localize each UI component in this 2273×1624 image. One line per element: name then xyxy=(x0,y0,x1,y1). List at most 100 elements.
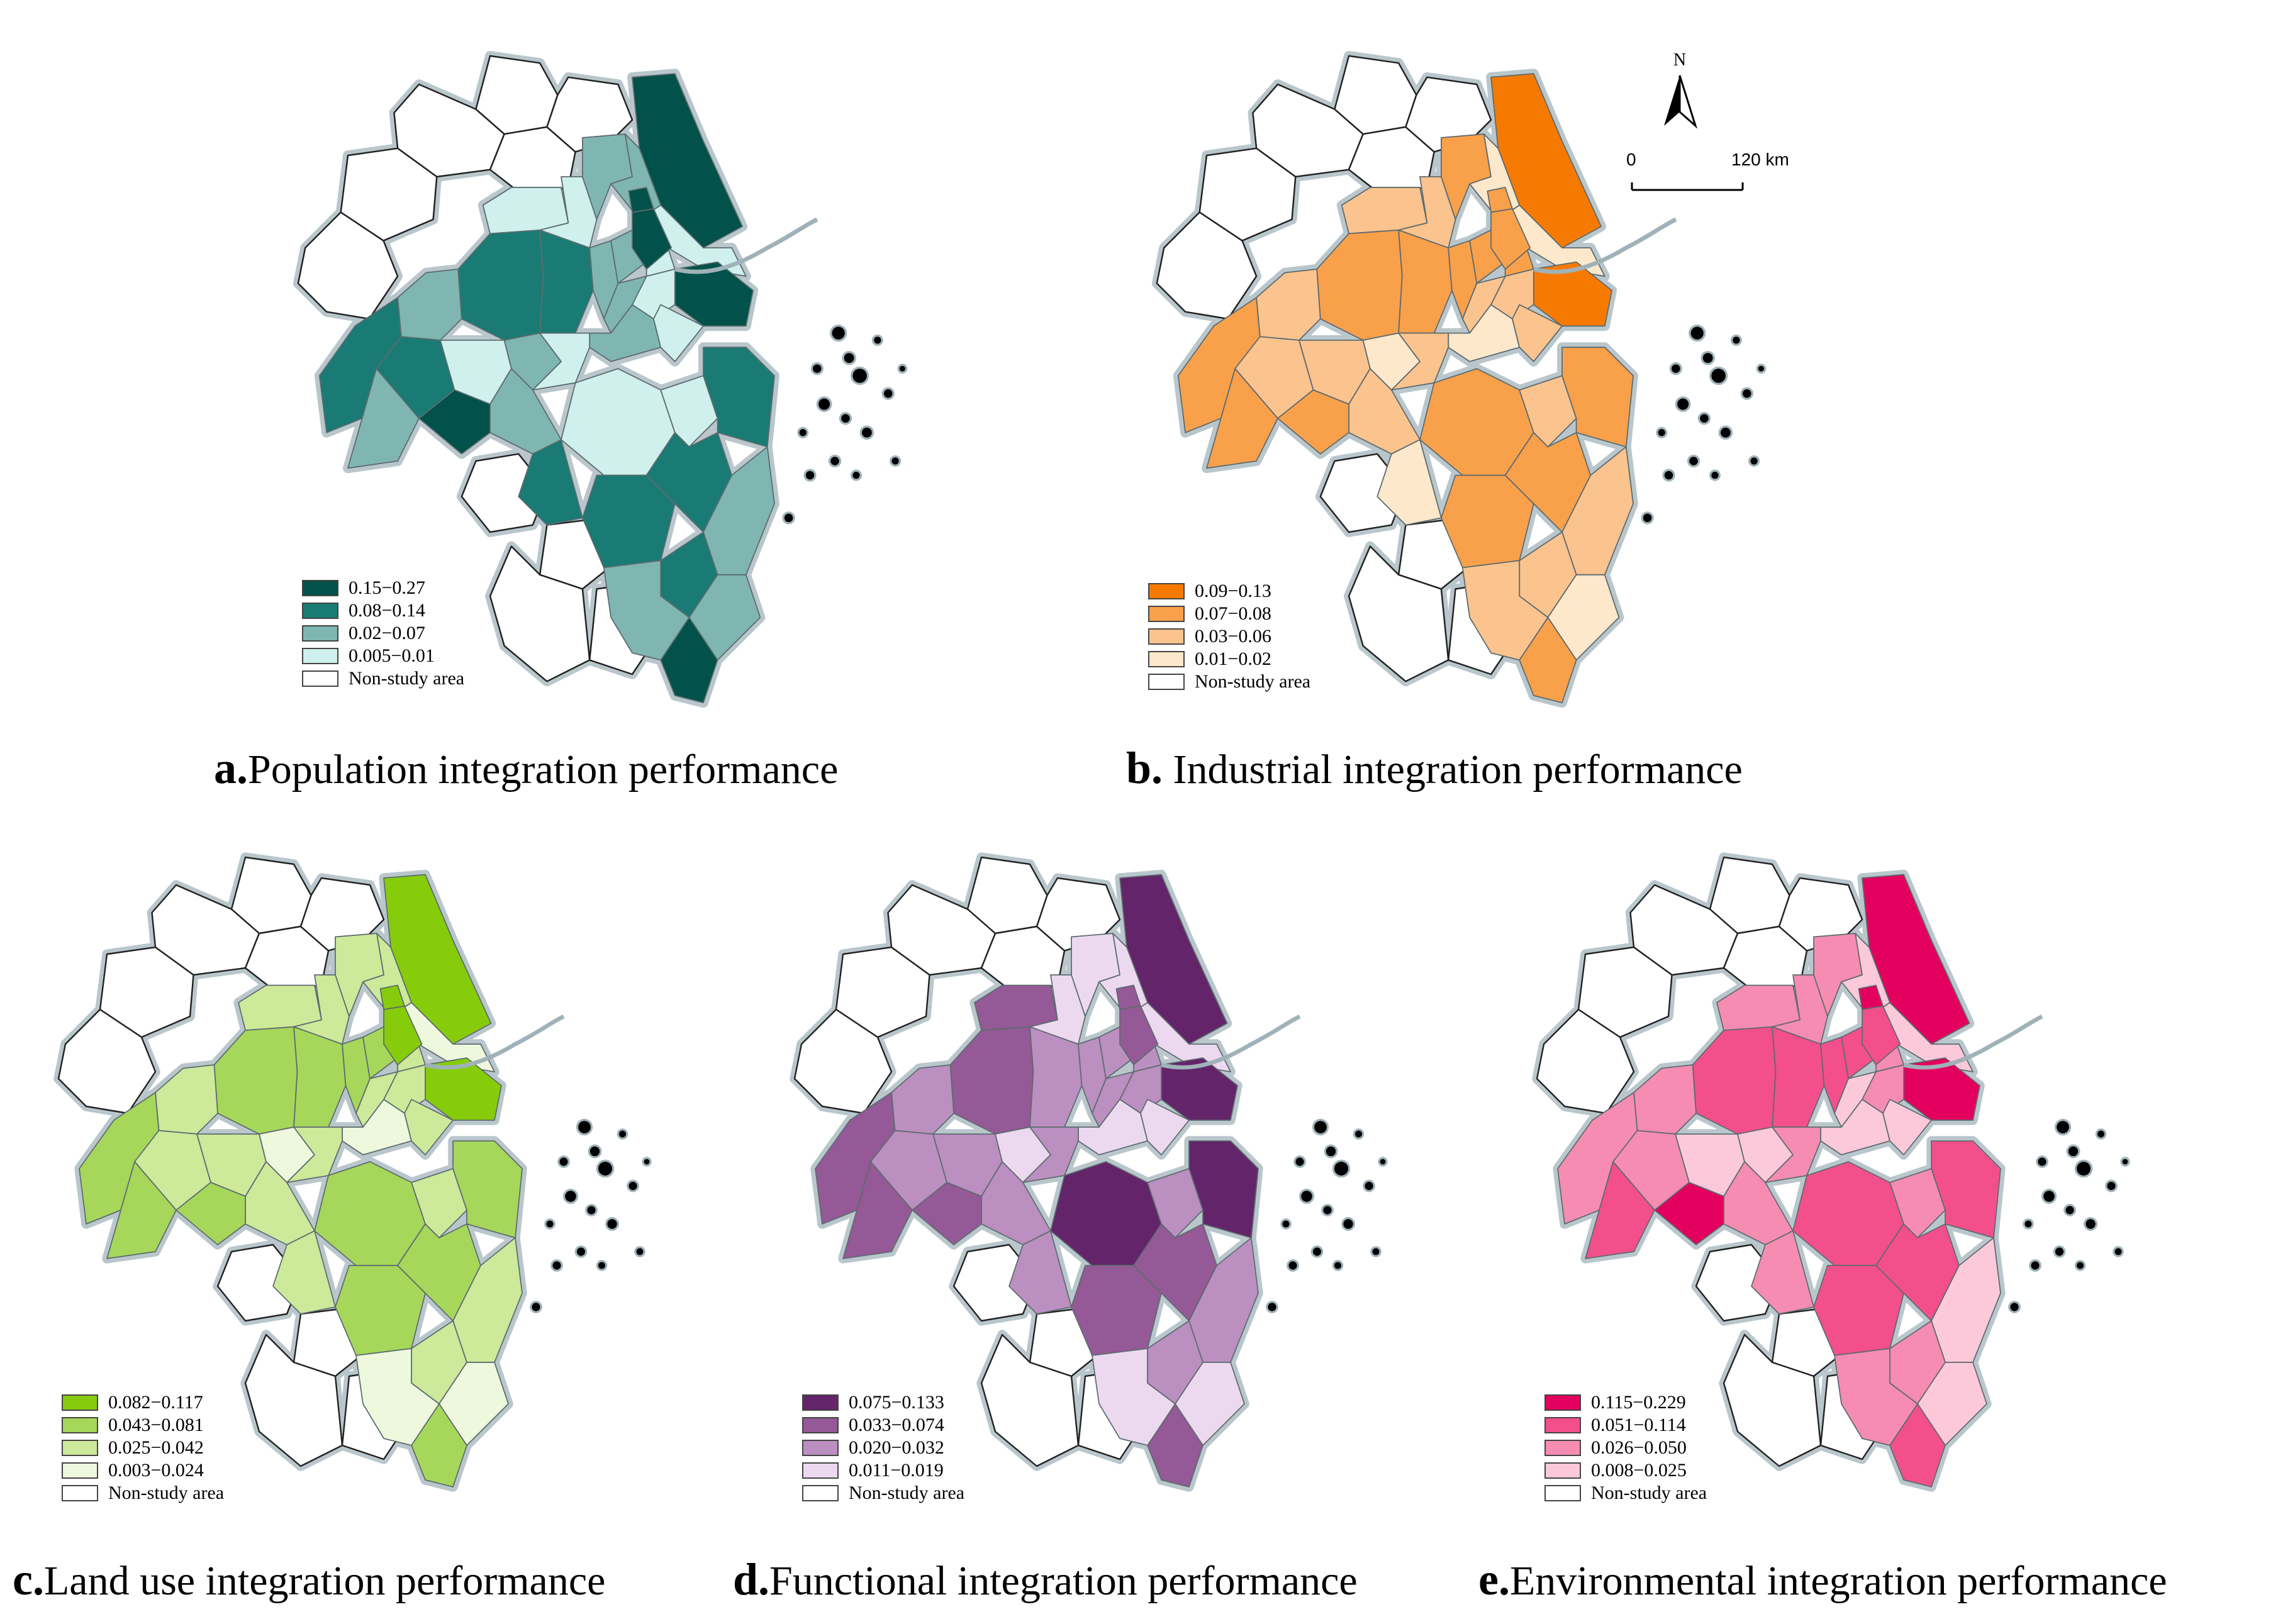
caption-e: e.Environmental integration performance xyxy=(1478,1554,2167,1606)
legend-label: Non-study area xyxy=(849,1482,965,1503)
non-study-region xyxy=(1629,884,1739,976)
legend-label: Non-study area xyxy=(108,1482,225,1503)
city-region xyxy=(1008,1230,1072,1315)
legend-label: Non-study area xyxy=(1591,1482,1707,1503)
non-study-region xyxy=(151,884,260,976)
legend-item: 0.01−0.02 xyxy=(1148,648,1271,669)
choropleth-map-d xyxy=(790,852,1388,1492)
legend-label: 0.051−0.114 xyxy=(1591,1415,1686,1435)
non-study-region xyxy=(1348,545,1449,682)
city-region xyxy=(1487,187,1513,213)
legend-swatch xyxy=(302,625,338,642)
legend-swatch xyxy=(1544,1394,1581,1411)
legend-item: 0.005−0.01 xyxy=(302,645,435,666)
legend-item: 0.02−0.07 xyxy=(302,623,425,643)
non-study-region xyxy=(1156,211,1258,320)
legend-item: 0.07−0.08 xyxy=(1148,603,1271,624)
non-study-region xyxy=(1536,1008,1635,1115)
legend-item: 0.082−0.117 xyxy=(62,1392,203,1413)
map-panel-e: 0.115−0.229 0.051−0.114 0.026−0.050 0.008−0… xyxy=(1516,830,2208,1535)
legend-item-non-study: Non-study area xyxy=(62,1482,225,1503)
city-region xyxy=(457,229,544,341)
city-region xyxy=(355,1348,440,1446)
city-region xyxy=(347,368,420,469)
legend-swatch xyxy=(1148,628,1185,645)
caption-d: d.Functional integration performance xyxy=(733,1554,1358,1606)
legend-swatch xyxy=(302,670,338,687)
non-study-region xyxy=(980,1333,1080,1467)
legend-label: Non-study area xyxy=(349,668,465,689)
non-study-region xyxy=(793,1008,893,1115)
legend-item: 0.09−0.13 xyxy=(1148,581,1271,601)
city-region xyxy=(1519,375,1577,448)
islands xyxy=(782,325,908,525)
legend-item-non-study: Non-study area xyxy=(1544,1482,1707,1503)
city-region xyxy=(912,1182,982,1245)
legend-swatch xyxy=(1148,583,1185,599)
city-region xyxy=(1277,389,1349,455)
city-region xyxy=(1834,1348,1918,1446)
legend-label: 0.07−0.08 xyxy=(1195,603,1271,624)
city-region xyxy=(379,984,405,1010)
caption-b-title: Industrial integration performance xyxy=(1163,747,1743,793)
river-line xyxy=(1533,217,1677,274)
islands xyxy=(2008,1118,2130,1313)
study-regions xyxy=(1557,874,2001,1488)
north-arrow-icon: N xyxy=(1664,50,1698,129)
legend-swatch xyxy=(1148,674,1185,690)
legend-label: 0.115−0.229 xyxy=(1591,1392,1686,1413)
legend-item-non-study: Non-study area xyxy=(1148,671,1310,692)
river-line xyxy=(674,217,818,274)
river-line xyxy=(1161,1015,1301,1070)
caption-c-title: Land use integration performance xyxy=(43,1558,606,1604)
choropleth-map-c xyxy=(53,852,652,1492)
city-region xyxy=(1461,560,1549,661)
map-panel-a: 0.15−0.27 0.08−0.14 0.02−0.07 0.005−0.01 Non… xyxy=(277,28,988,752)
choropleth-map-a xyxy=(293,50,908,708)
study-regions xyxy=(815,874,1259,1488)
city-region xyxy=(213,1026,298,1135)
legend-swatch xyxy=(62,1440,98,1456)
city-region xyxy=(411,1168,467,1238)
city-region xyxy=(1858,984,1884,1010)
legend-swatch xyxy=(1544,1485,1581,1501)
caption-e-title: Environmental integration performance xyxy=(1509,1558,2167,1604)
city-region xyxy=(1175,1362,1245,1446)
legend-swatch xyxy=(62,1462,98,1479)
legend-item: 0.075−0.133 xyxy=(802,1392,944,1413)
legend-label: 0.03−0.06 xyxy=(1195,626,1271,647)
legend-item: 0.115−0.229 xyxy=(1544,1392,1686,1413)
north-arrow-right xyxy=(1678,75,1698,129)
legend-item: 0.003−0.024 xyxy=(62,1460,204,1481)
legend-swatch xyxy=(302,603,338,619)
city-region xyxy=(518,439,583,526)
non-study-region xyxy=(57,1008,157,1115)
city-region xyxy=(1511,304,1563,362)
caption-a: a.Population integration performance xyxy=(214,742,838,794)
legend-label: 0.075−0.133 xyxy=(849,1392,944,1413)
city-region xyxy=(438,1362,509,1446)
city-region xyxy=(949,1026,1034,1135)
legend-item: 0.15−0.27 xyxy=(302,577,425,598)
river-line xyxy=(425,1015,565,1070)
scale-bar xyxy=(1631,182,1744,191)
choropleth-map-e xyxy=(1532,852,2130,1492)
city-region xyxy=(1140,1099,1190,1155)
legend-label: 0.020−0.032 xyxy=(849,1437,944,1458)
city-region xyxy=(628,187,654,213)
legend-label: 0.09−0.13 xyxy=(1195,581,1271,601)
city-region xyxy=(660,375,718,448)
city-region xyxy=(842,1161,913,1259)
map-panel-c: 0.082−0.117 0.043−0.081 0.025−0.042 0.003−0… xyxy=(38,830,730,1535)
city-region xyxy=(703,347,775,448)
caption-b-letter: b. xyxy=(1126,743,1163,793)
city-region xyxy=(1692,1026,1777,1135)
city-region xyxy=(1561,347,1634,448)
legend-label: 0.043−0.081 xyxy=(108,1415,204,1435)
legend-item: 0.043−0.081 xyxy=(62,1415,204,1435)
legend-swatch xyxy=(802,1462,839,1479)
legend-swatch xyxy=(802,1485,839,1501)
legend-item: 0.025−0.042 xyxy=(62,1437,204,1458)
legend-label: 0.011−0.019 xyxy=(849,1460,944,1481)
legend-label: 0.02−0.07 xyxy=(349,623,425,643)
